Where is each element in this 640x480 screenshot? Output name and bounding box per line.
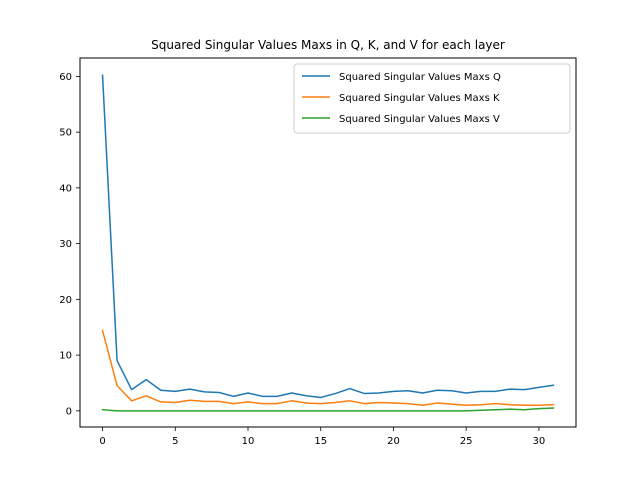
y-tick-label: 20 [59, 295, 72, 306]
legend: Squared Singular Values Maxs Q Squared Si… [293, 63, 571, 134]
y-tick-label: 0 [66, 406, 72, 417]
series-line-1 [101, 74, 555, 399]
y-tick-label: 40 [59, 183, 72, 194]
y-tick-label: 10 [59, 351, 72, 362]
y-tick-label: 30 [59, 239, 72, 250]
y-tick-label: 50 [59, 128, 72, 139]
y-tick-label: 60 [59, 72, 72, 83]
x-tick-label: 0 [99, 436, 105, 447]
x-tick-label: 10 [242, 436, 255, 447]
x-tick-label: 20 [387, 436, 400, 447]
plot-frame [79, 57, 577, 428]
legend-label-3: Squared Singular Values Maxs V [339, 114, 500, 125]
legend-label-2: Squared Singular Values Maxs K [339, 93, 500, 104]
legend-label-1: Squared Singular Values Maxs Q [339, 72, 501, 83]
series-line-3 [101, 407, 555, 412]
x-tick-label: 15 [314, 436, 327, 447]
series-line-2 [101, 329, 555, 407]
chart-title: Squared Singular Values Maxs in Q, K, an… [151, 38, 505, 52]
legend-box [293, 63, 571, 134]
x-tick-label: 30 [533, 436, 546, 447]
x-tick-label: 5 [172, 436, 178, 447]
x-tick-label: 25 [460, 436, 473, 447]
